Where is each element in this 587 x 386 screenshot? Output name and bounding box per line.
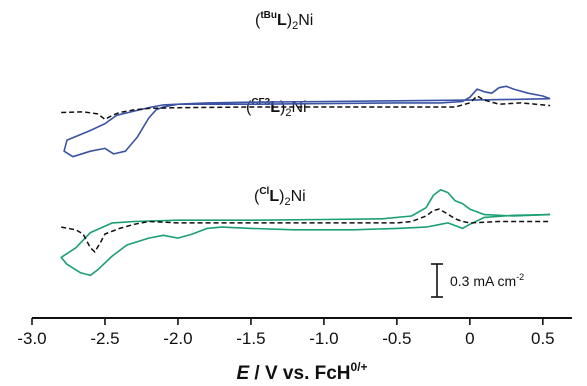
series-label-cf3: (CF3L)2Ni — [246, 97, 307, 119]
scale-bar-label: 0.3 mA cm-2 — [450, 272, 524, 289]
x-axis-title: E / V vs. FcH0/+ — [236, 360, 367, 384]
x-axis-ticks: -3.0 -2.5 -2.0 -1.5 -1.0 -0.5 0 0.5 — [17, 318, 555, 348]
x-tick-label: -3.0 — [17, 329, 46, 348]
x-tick-label: -2.5 — [90, 329, 119, 348]
series-label-tbu: (tBuL)2Ni — [255, 10, 313, 32]
plot-area — [60, 85, 551, 277]
trace-cf3-solid — [63, 85, 551, 158]
trace-cl-dashed — [61, 208, 551, 254]
x-tick-label: -2.0 — [163, 329, 192, 348]
series-label-cl: (ClL)2Ni — [254, 186, 306, 208]
trace-cl-solid — [60, 189, 551, 277]
x-tick-label: 0.5 — [531, 329, 555, 348]
x-tick-label: -1.0 — [309, 329, 338, 348]
scale-bar: 0.3 mA cm-2 — [431, 263, 524, 298]
x-tick-label: -1.5 — [236, 329, 265, 348]
x-tick-label: -0.5 — [382, 329, 411, 348]
x-tick-label: 0 — [465, 329, 474, 348]
trace-cf3-dashed — [61, 95, 551, 121]
